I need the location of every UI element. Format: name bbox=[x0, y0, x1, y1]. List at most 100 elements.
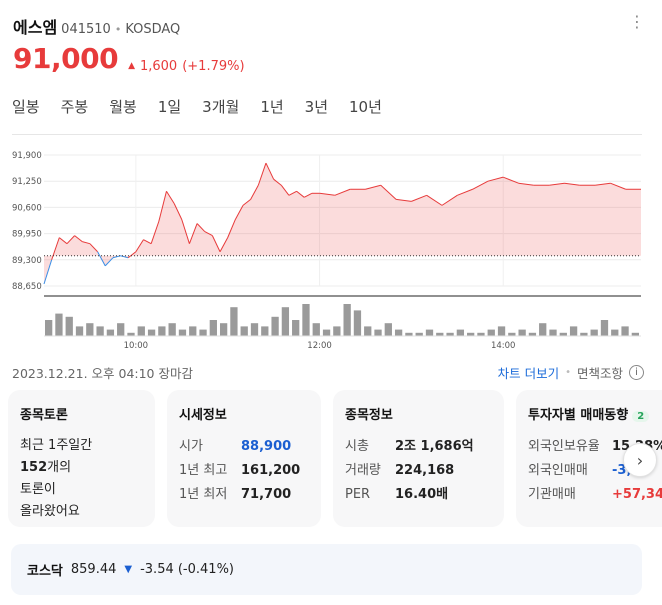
price-line-segment bbox=[457, 188, 473, 196]
price-line-segment bbox=[196, 223, 206, 232]
quote-row: 1년 최고 161,200 bbox=[179, 459, 309, 483]
price-line-segment bbox=[234, 205, 244, 220]
tab-1year[interactable]: 1년 bbox=[260, 98, 284, 116]
market-timestamp: 2023.12.21. 오후 04:10 장마감 bbox=[12, 365, 193, 381]
kosdaq-index-bar[interactable]: 코스닥 859.44 ▼ -3.54 (-0.41%) bbox=[11, 544, 642, 595]
volume-bar bbox=[158, 326, 166, 336]
price-line-segment bbox=[396, 198, 412, 202]
stock-info-label: PER bbox=[345, 487, 371, 502]
price-line-segment bbox=[211, 235, 221, 252]
info-cards-carousel: 종목토론 최근 1주일간 152개의 토론이 올라왔어요 시세정보 시가 88,9… bbox=[8, 390, 662, 528]
price-line-segment bbox=[135, 239, 144, 253]
investor-card-title: 투자자별 매매동향 2 bbox=[528, 404, 662, 423]
price-line-segment bbox=[319, 192, 335, 196]
volume-bar bbox=[333, 326, 341, 336]
y-tick-label: 89,950 bbox=[12, 230, 42, 240]
volume-bar bbox=[96, 326, 104, 336]
info-icon[interactable]: i bbox=[629, 364, 644, 380]
price-line-segment bbox=[104, 257, 114, 267]
volume-bar bbox=[374, 329, 382, 336]
chart-meta-row: 2023.12.21. 오후 04:10 장마감 차트 더보기 • 면책조항 i bbox=[12, 362, 644, 382]
volume-bar bbox=[497, 326, 506, 336]
tabs-divider bbox=[12, 134, 642, 135]
price-line-segment bbox=[595, 182, 611, 186]
stock-info-label: 시총 bbox=[345, 439, 369, 454]
price-line-segment bbox=[66, 235, 75, 245]
volume-bar bbox=[86, 323, 94, 336]
investor-label: 외국인매매 bbox=[528, 463, 588, 478]
up-arrow-icon: ▲ bbox=[128, 61, 135, 71]
volume-bar bbox=[508, 332, 516, 336]
volume-bar bbox=[528, 332, 537, 336]
volume-bar bbox=[621, 326, 629, 336]
volume-bar bbox=[446, 332, 454, 336]
quote-label: 1년 최고 bbox=[179, 463, 228, 478]
period-tabs: 일봉 주봉 월봉 1일 3개월 1년 3년 10년 bbox=[12, 96, 382, 129]
tab-daily[interactable]: 일봉 bbox=[12, 98, 40, 116]
volume-bar bbox=[631, 332, 639, 336]
price-area bbox=[44, 163, 641, 284]
price-line-segment bbox=[97, 251, 106, 267]
stock-info-value: 2조 1,686억 bbox=[395, 439, 474, 454]
disclaimer-link[interactable]: 면책조항 bbox=[576, 365, 623, 381]
volume-bar bbox=[106, 329, 115, 336]
tab-3month[interactable]: 3개월 bbox=[202, 98, 240, 116]
carousel-next-button[interactable]: › bbox=[623, 443, 657, 477]
volume-bar bbox=[487, 329, 495, 336]
volume-bar bbox=[178, 329, 187, 336]
quote-card[interactable]: 시세정보 시가 88,900 1년 최고 161,200 1년 최저 71,700 bbox=[167, 390, 321, 527]
volume-bar bbox=[240, 326, 248, 336]
volume-bar bbox=[147, 329, 156, 336]
quote-row: 1년 최저 71,700 bbox=[179, 483, 309, 507]
price-line-segment bbox=[380, 184, 397, 200]
tab-monthly[interactable]: 월봉 bbox=[109, 98, 137, 116]
forum-card-title: 종목토론 bbox=[20, 408, 68, 423]
volume-bar bbox=[569, 326, 578, 336]
price-row: 91,000 ▲ 1,600 (+1.79%) bbox=[13, 42, 245, 75]
price-line-segment bbox=[257, 162, 267, 186]
volume-bar bbox=[292, 320, 300, 336]
y-tick-label: 91,250 bbox=[12, 177, 42, 187]
volume-bar bbox=[137, 326, 145, 336]
chart-svg: 91,900 91,250 90,600 89,950 89,300 88,650 10:0… bbox=[12, 151, 641, 351]
volume-bar bbox=[75, 326, 84, 336]
volume-bar bbox=[45, 320, 53, 336]
x-tick-label: 12:00 bbox=[307, 341, 332, 351]
volume-bar bbox=[230, 307, 238, 336]
volume-bar bbox=[65, 316, 73, 336]
volume-bar bbox=[611, 329, 619, 336]
price-line-segment bbox=[43, 259, 53, 285]
volume-bar bbox=[168, 323, 176, 336]
volume-bar bbox=[518, 329, 526, 336]
price-line-segment bbox=[288, 190, 297, 196]
quote-label: 1년 최저 bbox=[179, 487, 228, 502]
tab-1day[interactable]: 1일 bbox=[157, 98, 182, 116]
stock-info-card-title: 종목정보 bbox=[345, 408, 393, 423]
price-line-segment bbox=[610, 182, 626, 190]
price-line-segment bbox=[127, 251, 137, 259]
index-name: 코스닥 bbox=[27, 564, 63, 579]
change-amount: 1,600 bbox=[139, 58, 178, 74]
volume-bar bbox=[467, 332, 475, 336]
price-line-segment bbox=[242, 198, 251, 206]
volume-bar bbox=[209, 320, 217, 336]
tab-weekly[interactable]: 주봉 bbox=[60, 98, 89, 116]
investor-row: 기관매매 +57,34 bbox=[528, 483, 662, 507]
stock-code: 041510 bbox=[61, 22, 111, 37]
index-change: -3.54 (-0.41%) bbox=[140, 562, 234, 577]
price-line-segment bbox=[74, 235, 83, 243]
tab-3year[interactable]: 3년 bbox=[304, 98, 329, 116]
volume-bar bbox=[322, 329, 331, 336]
forum-card[interactable]: 종목토론 최근 1주일간 152개의 토론이 올라왔어요 bbox=[8, 390, 155, 527]
price-line-segment bbox=[143, 239, 152, 245]
price-line-segment bbox=[227, 219, 236, 238]
tab-10year[interactable]: 10년 bbox=[349, 98, 382, 116]
more-options-icon[interactable]: ⋮ bbox=[629, 12, 645, 31]
stock-info-card[interactable]: 종목정보 시총 2조 1,686억 거래량 224,168 PER 16.40배 bbox=[333, 390, 504, 527]
chart-more-link[interactable]: 차트 더보기 bbox=[497, 365, 560, 381]
price-line-segment bbox=[411, 194, 427, 202]
price-line-segment bbox=[426, 194, 443, 206]
intraday-chart[interactable]: 91,900 91,250 90,600 89,950 89,300 88,650 10:0… bbox=[0, 140, 662, 356]
price-line-segment bbox=[564, 182, 580, 186]
